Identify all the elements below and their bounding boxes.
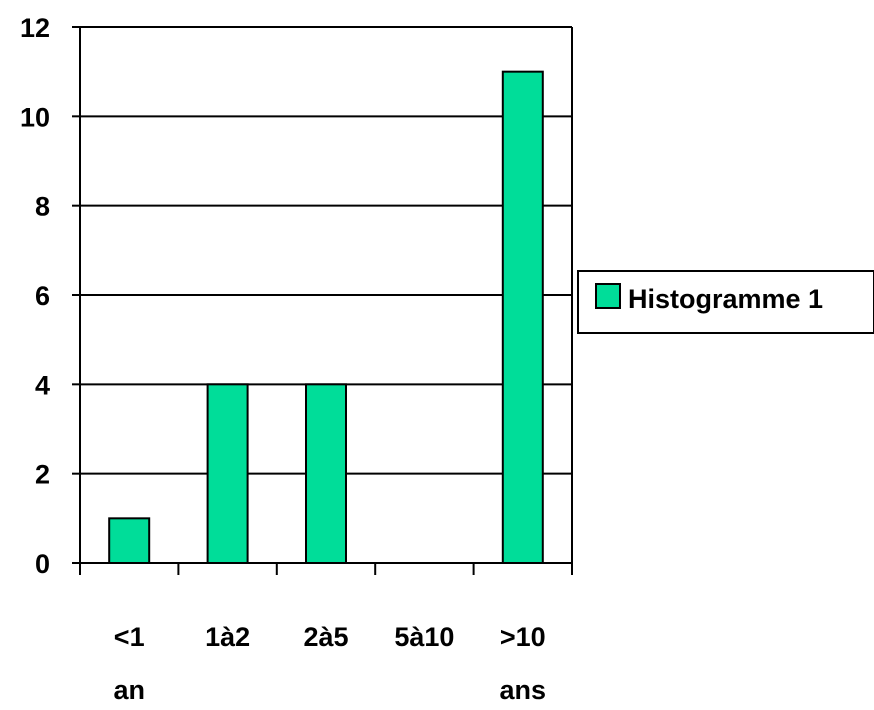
legend: Histogramme 1 [577, 270, 874, 334]
bars [108, 70, 544, 565]
legend-box [577, 270, 874, 334]
bar-4 [501, 70, 544, 565]
y-tick-label-6: 6 [35, 281, 50, 311]
x-tick-label-2-line-0: 2à5 [303, 622, 348, 652]
y-tick-label-12: 12 [20, 13, 50, 43]
y-tick-labels: 0 2 4 6 8 10 12 [20, 13, 50, 579]
y-tick-label-10: 10 [20, 102, 50, 132]
axes [72, 26, 573, 575]
legend-swatch [595, 283, 621, 309]
y-tick-label-4: 4 [35, 370, 50, 400]
bar-0 [108, 517, 151, 564]
y-tick-label-8: 8 [35, 192, 50, 222]
gridlines [80, 26, 572, 475]
x-tick-label-0-line-1: an [113, 675, 145, 705]
y-tick-label-0: 0 [35, 549, 50, 579]
x-tick-label-3-line-0: 5à10 [394, 622, 454, 652]
y-tick-label-2: 2 [35, 460, 50, 490]
bar-2 [305, 383, 347, 565]
x-tick-label-4-line-0: >10 [500, 622, 546, 652]
x-tick-labels: <1 an 1à2 2à5 5à10 >10 ans [113, 622, 546, 705]
x-tick-label-1-line-0: 1à2 [205, 622, 250, 652]
x-tick-label-4-line-1: ans [500, 675, 547, 705]
bar-1 [206, 383, 249, 565]
legend-label: Histogramme 1 [628, 284, 823, 314]
x-tick-label-0-line-0: <1 [114, 622, 145, 652]
